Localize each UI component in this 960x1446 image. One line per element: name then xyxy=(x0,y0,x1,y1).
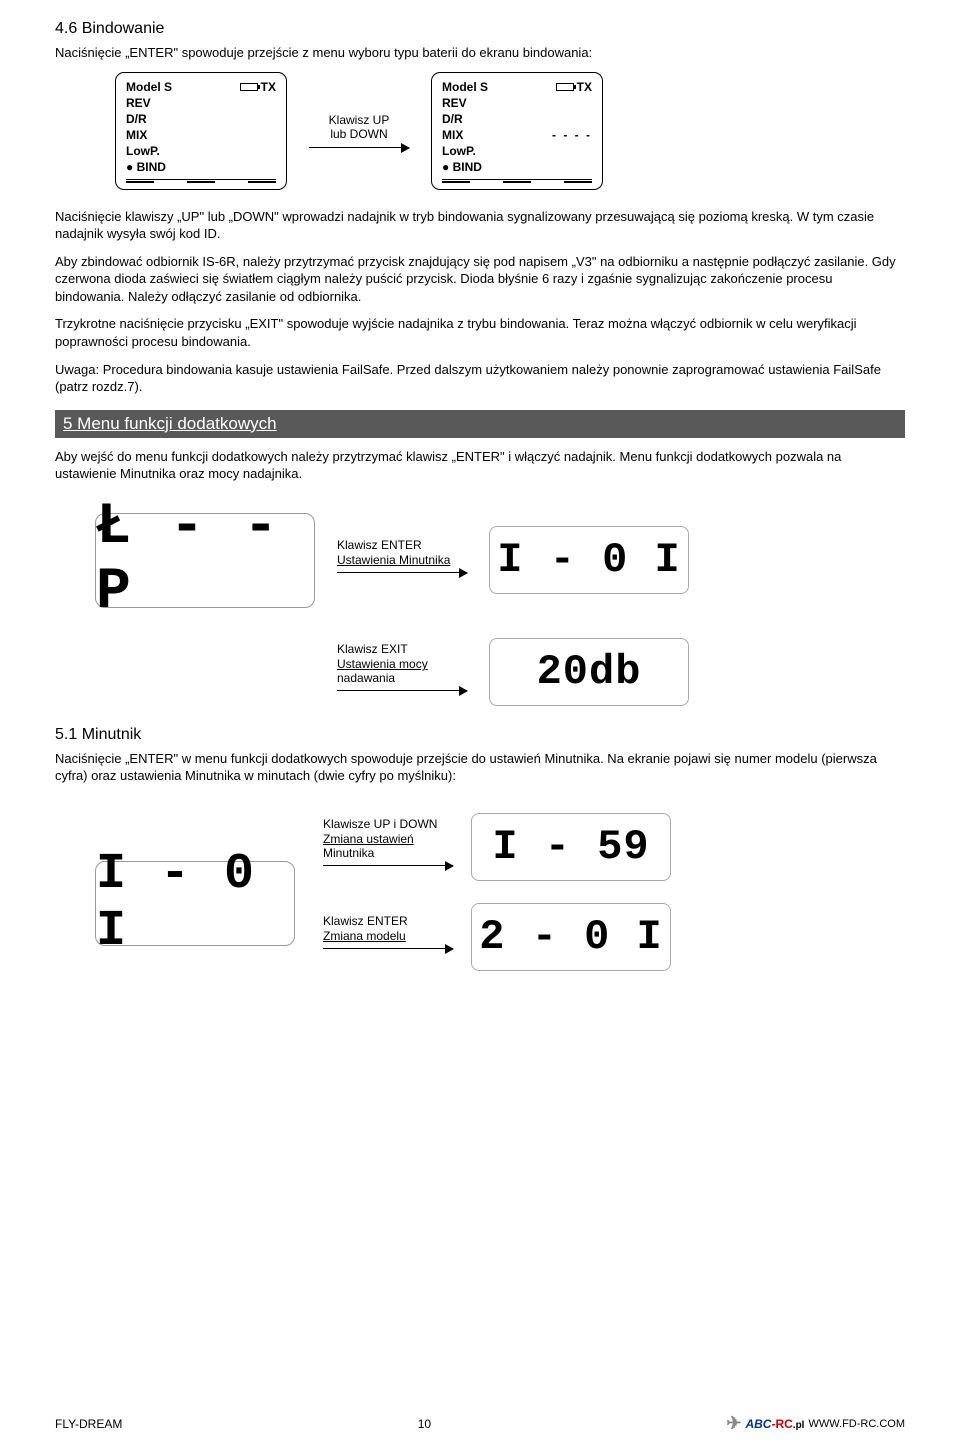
menu5-diagram2: Klawisz EXIT Ustawienia mocy nadawania 2… xyxy=(95,638,905,706)
logo-pl: .pl xyxy=(793,1420,805,1431)
arrow-enter-l2: Ustawienia Minutnika xyxy=(337,553,467,567)
arrow-up-down: Klawisz UP lub DOWN xyxy=(309,113,409,148)
footer-left: FLY-DREAM xyxy=(55,1417,122,1431)
arrow-right-icon xyxy=(309,147,409,148)
lcd-tx: TX xyxy=(261,80,276,94)
lcd-after: Model S TX REV D/R MIX - - - - LowP. ● BI… xyxy=(431,72,603,190)
lcd-row: D/R xyxy=(126,111,276,127)
lcd-model: Model S xyxy=(126,79,172,95)
arrow-updown: Klawisze UP i DOWN Zmiana ustawień Minut… xyxy=(323,817,453,860)
arrow-right-icon xyxy=(337,690,467,691)
menu51-diagram: I - 0 I Klawisze UP i DOWN Zmiana ustawi… xyxy=(95,813,905,971)
display-51-left: I - 0 I xyxy=(95,861,295,946)
arrow-right-icon xyxy=(337,572,467,573)
lcd-before: Model S TX REV D/R MIX LowP. ● BIND xyxy=(115,72,287,190)
lcd-dashes: - - - - xyxy=(552,127,592,143)
display-timer: I - 0 I xyxy=(489,526,689,594)
arrow-ent-l1: Klawisz ENTER xyxy=(323,914,408,928)
display-51-r1: I - 59 xyxy=(471,813,671,881)
arrow-label-2: lub DOWN xyxy=(309,127,409,141)
p-46-3: Aby zbindować odbiornik IS-6R, należy pr… xyxy=(55,253,905,306)
plane-icon: ✈ xyxy=(726,1413,741,1434)
battery-icon xyxy=(240,83,258,91)
logo-abc: ABC xyxy=(745,1417,771,1431)
lcd-bind: ● BIND xyxy=(126,159,276,175)
arrow-ud-l1: Klawisze UP i DOWN xyxy=(323,817,437,831)
arrow-right-icon xyxy=(323,948,453,949)
lcd-tx: TX xyxy=(577,80,592,94)
display-main: Ł - - P xyxy=(95,513,315,608)
p-5-1: Aby wejść do menu funkcji dodatkowych na… xyxy=(55,448,905,483)
bind-lcd-row: Model S TX REV D/R MIX LowP. ● BIND Klaw… xyxy=(115,72,905,190)
p-46-5: Uwaga: Procedura bindowania kasuje ustaw… xyxy=(55,361,905,396)
lcd-model: Model S xyxy=(442,79,488,95)
page-footer: FLY-DREAM 10 ✈ ABC-RC.pl WWW.FD-RC.COM xyxy=(55,1413,905,1434)
arrow-ud-l3: Minutnika xyxy=(323,846,453,860)
menu5-diagram: Ł - - P Klawisz ENTER Ustawienia Minutni… xyxy=(95,513,905,608)
lcd-row: LowP. xyxy=(126,143,276,159)
arrow-ud-l2: Zmiana ustawień xyxy=(323,832,453,846)
arrow-enter51: Klawisz ENTER Zmiana modelu xyxy=(323,914,453,943)
arrow-right-icon xyxy=(323,865,453,866)
display-power: 20db xyxy=(489,638,689,706)
arrow-label-1: Klawisz UP xyxy=(309,113,409,127)
logo-rc: -RC xyxy=(771,1417,792,1431)
arrow-enter-l1: Klawisz ENTER xyxy=(337,538,422,552)
footer-pagenum: 10 xyxy=(418,1417,431,1431)
footer-url: WWW.FD-RC.COM xyxy=(808,1418,905,1430)
lcd-row: LowP. xyxy=(442,143,592,159)
p-46-2: Naciśnięcie klawiszy „UP" lub „DOWN" wpr… xyxy=(55,208,905,243)
lcd-row: REV xyxy=(442,95,592,111)
arrow-exit-l3: nadawania xyxy=(337,671,467,685)
arrow-enter: Klawisz ENTER Ustawienia Minutnika xyxy=(337,538,467,567)
p-46-1: Naciśnięcie „ENTER" spowoduje przejście … xyxy=(55,44,905,62)
p-51-1: Naciśnięcie „ENTER" w menu funkcji dodat… xyxy=(55,750,905,785)
arrow-ent-l2: Zmiana modelu xyxy=(323,929,453,943)
arrow-exit-l2: Ustawienia mocy xyxy=(337,657,467,671)
lcd-row: D/R xyxy=(442,111,592,127)
arrow-exit: Klawisz EXIT Ustawienia mocy nadawania xyxy=(337,642,467,685)
footer-right: ✈ ABC-RC.pl WWW.FD-RC.COM xyxy=(726,1413,905,1434)
display-51-r2: 2 - 0 I xyxy=(471,903,671,971)
heading-5: 5 Menu funkcji dodatkowych xyxy=(55,410,905,438)
battery-icon xyxy=(556,83,574,91)
lcd-row: REV xyxy=(126,95,276,111)
lcd-row: MIX xyxy=(126,127,276,143)
lcd-row: MIX xyxy=(442,127,463,143)
lcd-bind: ● BIND xyxy=(442,159,592,175)
p-46-4: Trzykrotne naciśnięcie przycisku „EXIT" … xyxy=(55,315,905,350)
heading-4-6: 4.6 Bindowanie xyxy=(55,20,905,38)
arrow-exit-l1: Klawisz EXIT xyxy=(337,642,408,656)
heading-5-1: 5.1 Minutnik xyxy=(55,726,905,744)
